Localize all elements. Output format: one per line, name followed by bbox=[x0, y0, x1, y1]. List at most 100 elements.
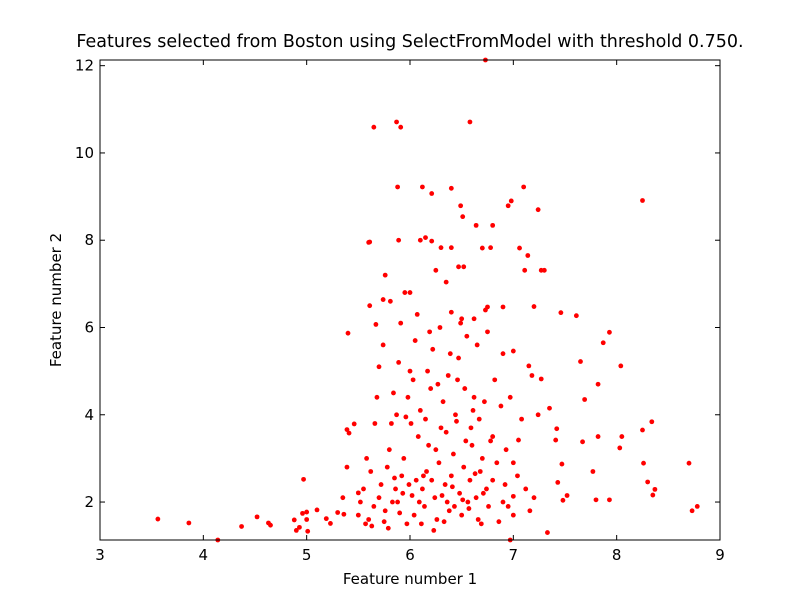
x-tick-label: 9 bbox=[715, 546, 725, 564]
point bbox=[415, 434, 421, 439]
point bbox=[371, 124, 377, 130]
point bbox=[547, 405, 552, 411]
point bbox=[380, 342, 386, 348]
point bbox=[400, 490, 406, 496]
point bbox=[433, 447, 439, 453]
point bbox=[464, 333, 470, 339]
point bbox=[480, 490, 486, 496]
point bbox=[304, 517, 310, 522]
point bbox=[452, 504, 457, 509]
point bbox=[376, 495, 382, 501]
point bbox=[593, 497, 599, 503]
point bbox=[582, 397, 588, 402]
point bbox=[484, 486, 489, 492]
x-tick-label: 5 bbox=[302, 546, 312, 564]
point bbox=[463, 438, 469, 444]
point bbox=[407, 290, 413, 295]
point bbox=[351, 421, 357, 427]
point bbox=[578, 359, 583, 364]
point bbox=[649, 419, 655, 425]
point bbox=[305, 528, 311, 534]
point bbox=[500, 499, 506, 505]
point bbox=[368, 469, 374, 474]
point bbox=[466, 506, 472, 511]
point bbox=[462, 386, 468, 391]
point bbox=[427, 329, 433, 335]
point bbox=[436, 460, 442, 466]
point bbox=[425, 368, 430, 374]
point bbox=[500, 304, 506, 310]
y-tick-label: 6 bbox=[84, 318, 94, 336]
point bbox=[401, 456, 407, 461]
point bbox=[459, 512, 465, 518]
point bbox=[490, 222, 496, 228]
point bbox=[694, 504, 700, 509]
point bbox=[559, 461, 565, 467]
point bbox=[394, 412, 399, 418]
point bbox=[482, 399, 487, 405]
point bbox=[527, 508, 533, 514]
point bbox=[367, 239, 373, 245]
point bbox=[498, 403, 504, 409]
point bbox=[361, 486, 366, 492]
point bbox=[554, 426, 560, 432]
point bbox=[689, 508, 695, 514]
point bbox=[398, 320, 404, 326]
point bbox=[538, 376, 544, 382]
point bbox=[391, 390, 396, 396]
point bbox=[371, 504, 377, 509]
point bbox=[439, 493, 445, 498]
point bbox=[304, 509, 310, 515]
point bbox=[607, 497, 612, 503]
point bbox=[619, 434, 625, 439]
point bbox=[446, 508, 452, 514]
point bbox=[367, 303, 373, 309]
point bbox=[600, 340, 606, 346]
point bbox=[441, 519, 447, 525]
point bbox=[467, 477, 473, 483]
point bbox=[301, 476, 306, 482]
point bbox=[328, 521, 333, 526]
point bbox=[433, 267, 439, 273]
point bbox=[424, 469, 429, 474]
point bbox=[382, 272, 388, 278]
point bbox=[461, 464, 467, 470]
point bbox=[392, 475, 397, 481]
point bbox=[443, 429, 449, 435]
point bbox=[423, 235, 428, 241]
point bbox=[470, 408, 476, 413]
point bbox=[454, 418, 459, 424]
point bbox=[448, 245, 454, 251]
point bbox=[453, 412, 458, 418]
point bbox=[467, 119, 473, 125]
point bbox=[558, 310, 564, 316]
point bbox=[344, 464, 350, 470]
point bbox=[408, 421, 414, 426]
point bbox=[364, 456, 369, 461]
point bbox=[483, 307, 488, 313]
point bbox=[473, 495, 479, 501]
point bbox=[402, 290, 408, 295]
point bbox=[455, 377, 460, 383]
point bbox=[435, 381, 441, 387]
point bbox=[492, 377, 498, 383]
point bbox=[485, 329, 490, 335]
point bbox=[521, 184, 527, 190]
point bbox=[458, 320, 464, 326]
point bbox=[393, 486, 398, 492]
chart-title: Features selected from Boston using Sele… bbox=[76, 32, 743, 52]
x-tick-label: 4 bbox=[199, 546, 209, 564]
point bbox=[411, 512, 417, 518]
point bbox=[407, 368, 413, 374]
point bbox=[505, 504, 511, 509]
point bbox=[340, 495, 346, 501]
y-tick-label: 12 bbox=[75, 57, 94, 75]
point bbox=[529, 373, 535, 378]
point bbox=[363, 521, 368, 527]
point bbox=[399, 473, 405, 479]
point bbox=[560, 497, 566, 503]
point bbox=[510, 348, 516, 354]
point bbox=[503, 447, 509, 453]
point bbox=[355, 512, 361, 518]
